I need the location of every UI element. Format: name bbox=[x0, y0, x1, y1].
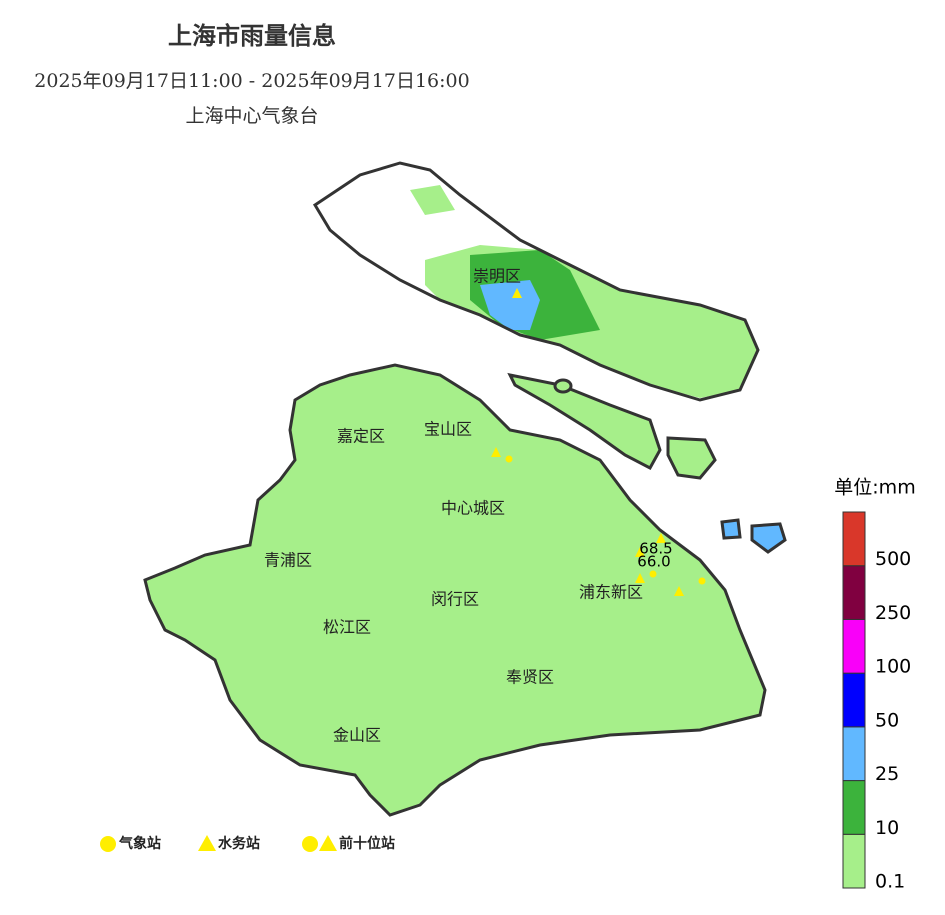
district-label: 浦东新区 bbox=[579, 583, 643, 602]
district-label: 奉贤区 bbox=[506, 668, 554, 687]
scale-bin bbox=[842, 780, 866, 835]
title: 上海市雨量信息 bbox=[168, 22, 336, 50]
district-label: 闵行区 bbox=[431, 590, 479, 609]
legend-label: 气象站 bbox=[118, 835, 161, 852]
scale-bin bbox=[842, 672, 866, 728]
district-label: 崇明区 bbox=[473, 267, 521, 286]
district-label: 松江区 bbox=[323, 618, 371, 637]
scale-bin bbox=[842, 511, 866, 567]
scale-bin bbox=[842, 618, 866, 674]
island bbox=[666, 436, 717, 480]
scale-bin bbox=[842, 833, 866, 889]
legend-symbol bbox=[302, 836, 318, 852]
station-value: 66.0 bbox=[637, 553, 670, 571]
map bbox=[143, 161, 787, 817]
scale-tick: 250 bbox=[875, 602, 911, 624]
legend-symbol bbox=[198, 835, 216, 851]
legend-label: 前十位站 bbox=[339, 835, 395, 852]
issuer: 上海中心气象台 bbox=[185, 105, 318, 127]
scale-bin bbox=[842, 565, 866, 620]
island bbox=[750, 522, 787, 554]
scale-tick: 50 bbox=[875, 709, 899, 731]
scale-tick: 100 bbox=[875, 656, 911, 678]
rain-area bbox=[480, 280, 540, 330]
legend-symbol bbox=[100, 836, 116, 852]
scale-bin bbox=[842, 726, 866, 782]
island bbox=[553, 378, 573, 394]
scale-tick: 10 bbox=[875, 817, 899, 839]
legend-label: 水务站 bbox=[218, 835, 260, 852]
time-range: 2025年09月17日11:00 - 2025年09月17日16:00 bbox=[34, 70, 469, 92]
scale-tick: 0.1 bbox=[875, 871, 905, 893]
stations bbox=[491, 288, 706, 596]
district-label: 金山区 bbox=[333, 726, 381, 745]
island bbox=[507, 372, 662, 471]
island bbox=[720, 518, 742, 540]
scale-unit: 单位:mm bbox=[834, 477, 915, 499]
rain-area bbox=[410, 185, 455, 215]
scale-tick: 25 bbox=[875, 763, 899, 785]
district-label: 中心城区 bbox=[441, 499, 505, 518]
district-label: 嘉定区 bbox=[337, 427, 385, 446]
station-value: 68.5 bbox=[639, 540, 672, 558]
scale-tick: 500 bbox=[875, 548, 911, 570]
coastline bbox=[312, 161, 760, 402]
district-label: 宝山区 bbox=[424, 420, 472, 439]
district-label: 青浦区 bbox=[264, 551, 312, 570]
legend-symbol bbox=[319, 835, 337, 851]
